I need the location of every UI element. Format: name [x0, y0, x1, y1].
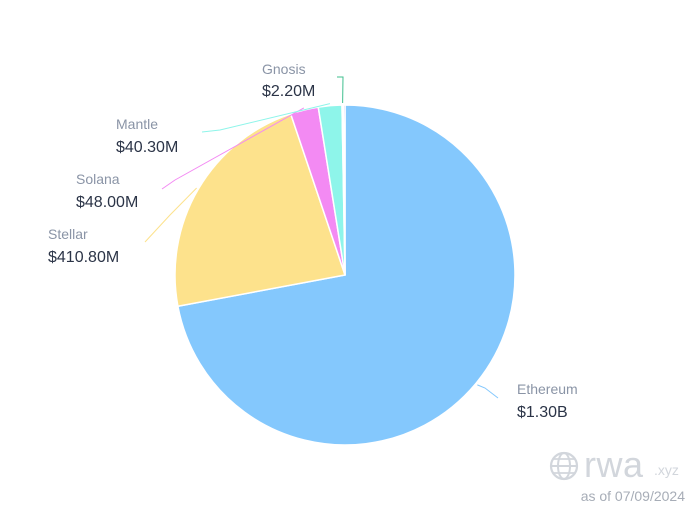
leader-lines — [144, 76, 499, 399]
leader-line-solana — [161, 107, 305, 190]
leader-line-gnosis — [337, 76, 344, 104]
leader-line-ethereum — [477, 384, 499, 399]
label-stellar-value: $410.80M — [48, 249, 119, 266]
label-gnosis-value: $2.20M — [262, 83, 315, 100]
pie-slices — [174, 104, 516, 446]
as-of-date: as of 07/09/2024 — [580, 488, 685, 504]
label-solana-value: $48.00M — [76, 194, 138, 211]
watermark-tld: .xyz — [654, 462, 679, 478]
watermark-brand: rwa — [584, 444, 644, 485]
globe-icon — [549, 451, 579, 481]
pie-slice-stellar — [174, 112, 346, 308]
pie-slice-extra — [342, 104, 346, 276]
label-ethereum-name: Ethereum — [517, 381, 578, 397]
label-gnosis-name: Gnosis — [262, 61, 306, 77]
leader-line-stellar — [144, 187, 197, 243]
pie-slice-ethereum — [177, 104, 516, 446]
label-mantle-value: $40.30M — [116, 139, 178, 156]
label-mantle-name: Mantle — [116, 116, 158, 132]
label-solana-name: Solana — [76, 171, 120, 187]
label-ethereum-value: $1.30B — [517, 404, 568, 421]
leader-line-mantle — [201, 103, 331, 133]
rwa-watermark: rwa .xyz — [548, 444, 688, 485]
label-stellar-name: Stellar — [48, 226, 88, 242]
